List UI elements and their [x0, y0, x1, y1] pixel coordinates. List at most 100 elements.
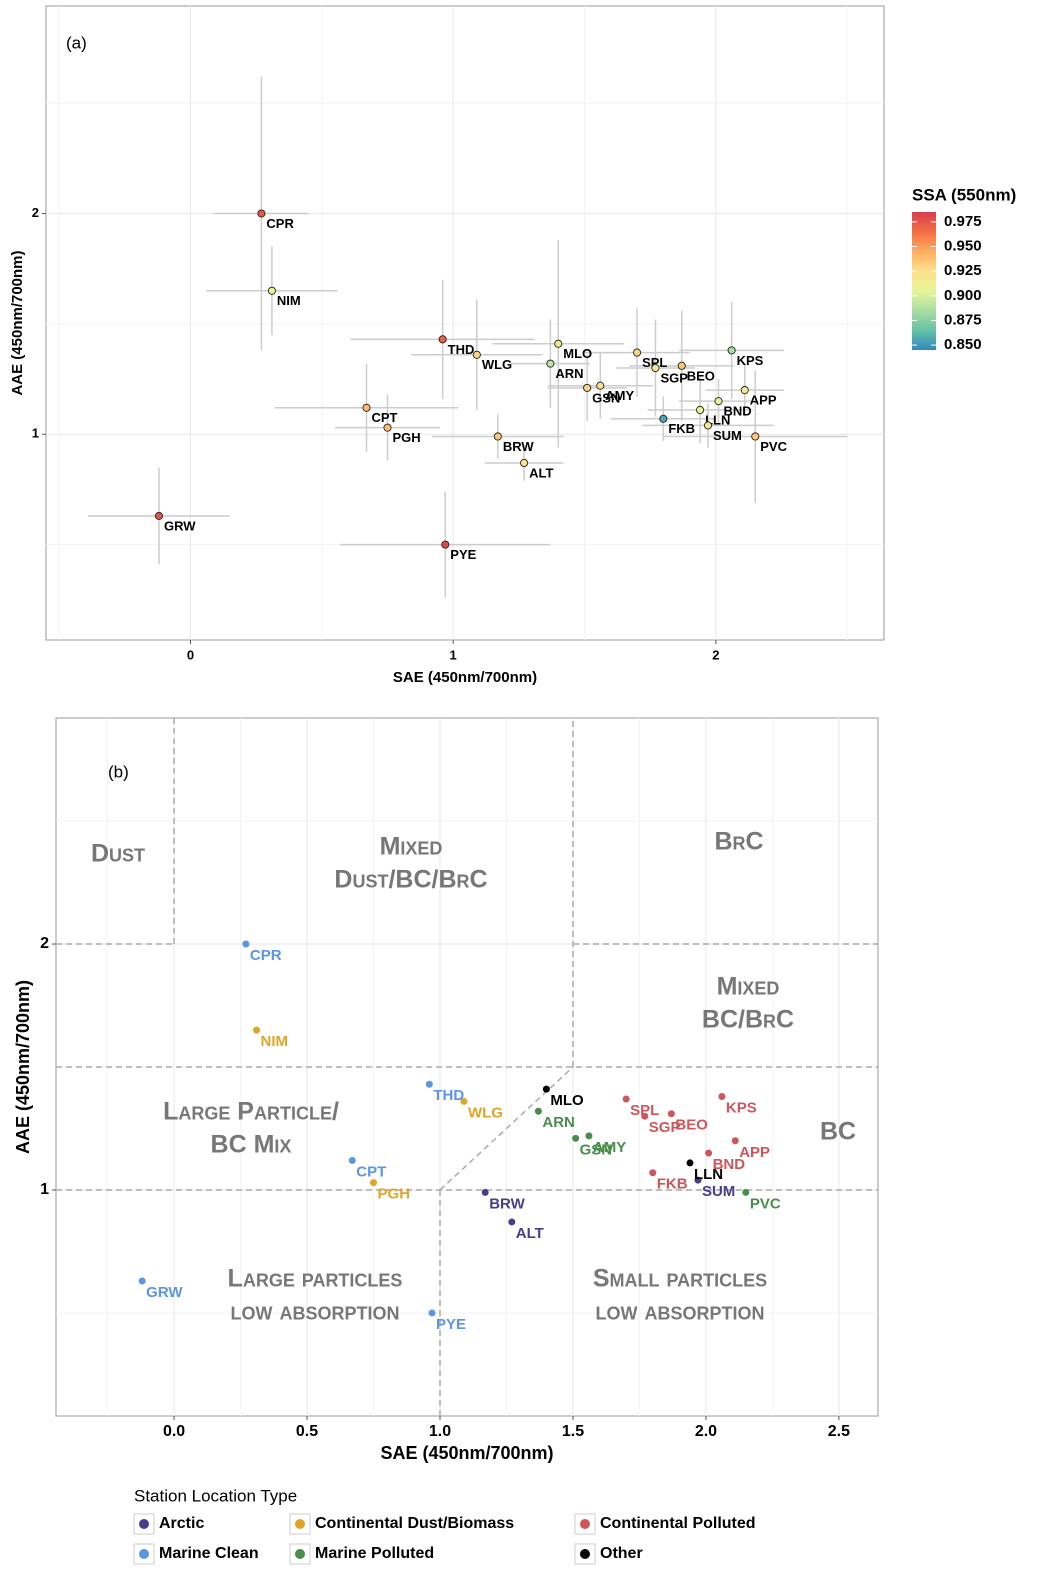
point — [138, 1277, 146, 1285]
point — [677, 361, 686, 370]
point — [583, 383, 592, 392]
point-label: NIM — [261, 1033, 289, 1050]
point — [546, 359, 555, 368]
point-label: PGH — [378, 1186, 411, 1203]
point — [383, 423, 392, 432]
point-label: ARN — [555, 366, 583, 381]
point — [731, 1137, 739, 1145]
colorbar-tick-label: 0.875 — [944, 311, 982, 328]
legend-marker — [580, 1519, 590, 1529]
point — [696, 405, 705, 415]
point — [641, 1112, 649, 1120]
point-label: THD — [448, 342, 475, 357]
point — [740, 386, 749, 395]
point-label: NIM — [277, 293, 301, 308]
point — [438, 335, 447, 344]
y-axis-title: AAE (450nm/700nm) — [13, 980, 33, 1154]
colorbar-tick-label: 0.950 — [944, 237, 982, 254]
point — [460, 1097, 468, 1105]
point-label: APP — [739, 1144, 770, 1161]
plot-area — [45, 5, 885, 641]
legend-marker — [139, 1519, 149, 1529]
point — [267, 286, 276, 295]
point-label: KPS — [726, 1099, 757, 1116]
point-label: GRW — [164, 518, 196, 533]
point-label: BRW — [503, 439, 535, 454]
point-label: PYE — [450, 547, 476, 562]
point-label: APP — [750, 393, 777, 408]
y-tick-label: 2 — [32, 205, 39, 220]
point-label: CPR — [250, 947, 282, 964]
legend-marker — [139, 1549, 149, 1559]
y-axis-title: AAE (450nm/700nm) — [9, 250, 26, 395]
point — [508, 1218, 516, 1226]
point-label: SPL — [630, 1102, 659, 1119]
legend-label: Marine Polluted — [315, 1545, 434, 1562]
point-label: CPT — [356, 1163, 386, 1180]
point — [659, 414, 668, 423]
point-label: SPL — [642, 355, 667, 370]
point-label: BND — [713, 1156, 746, 1173]
point-label: BRW — [489, 1195, 525, 1212]
panel-label: (b) — [108, 762, 129, 781]
point — [686, 1159, 694, 1167]
point — [622, 1095, 630, 1103]
point — [703, 421, 713, 430]
point — [348, 1156, 356, 1164]
colorbar-tick-label: 0.975 — [944, 213, 982, 230]
x-tick-label: 2 — [712, 647, 719, 662]
point — [585, 1132, 593, 1140]
point-label: SGP — [660, 370, 688, 385]
point — [694, 1176, 702, 1184]
legend-marker — [295, 1549, 305, 1559]
x-tick-label: 1.0 — [429, 1423, 451, 1440]
colorbar-tick-label: 0.850 — [944, 336, 982, 353]
legend-label: Other — [600, 1545, 643, 1562]
point — [370, 1179, 378, 1187]
panel-label: (a) — [66, 33, 87, 52]
y-tick-label: 1 — [40, 1181, 49, 1198]
point — [428, 1309, 436, 1317]
point-label: MLO — [563, 346, 592, 361]
point-label: FKB — [657, 1176, 688, 1193]
x-axis-title: SAE (450nm/700nm) — [393, 669, 537, 686]
point — [554, 339, 563, 348]
region-label: Large particles — [228, 1265, 403, 1293]
point-label: LLN — [694, 1166, 723, 1183]
point — [633, 348, 642, 357]
region-label: Small particles — [593, 1265, 767, 1293]
point — [362, 403, 371, 412]
point — [651, 363, 660, 373]
point — [472, 350, 481, 359]
point-label: WLG — [482, 357, 512, 372]
point-label: THD — [433, 1087, 464, 1104]
region-boundary — [439, 1066, 574, 1191]
legend-label: Continental Dust/Biomass — [315, 1515, 514, 1532]
legend-title: Station Location Type — [134, 1486, 297, 1505]
colorbar-tick-label: 0.925 — [944, 262, 982, 279]
region-label: Dust/BC/BrC — [334, 866, 487, 894]
point — [493, 432, 502, 441]
point — [242, 940, 250, 948]
point — [649, 1169, 657, 1177]
point-label: MLO — [550, 1092, 584, 1109]
point-label: CPT — [371, 410, 397, 425]
legend-label: Marine Clean — [159, 1545, 259, 1562]
legend-label: Continental Polluted — [600, 1515, 756, 1532]
region-label: BC Mix — [211, 1131, 292, 1159]
point-label: CPR — [266, 216, 294, 231]
point — [751, 432, 760, 441]
point — [714, 397, 723, 406]
point — [742, 1188, 750, 1196]
point-label: GRW — [146, 1284, 183, 1301]
point — [253, 1026, 261, 1034]
point — [727, 346, 736, 355]
point — [154, 511, 164, 520]
point-label: SUM — [702, 1183, 735, 1200]
point — [441, 540, 450, 549]
region-label: BrC — [714, 828, 763, 856]
region-label: low absorption — [596, 1298, 765, 1326]
point-label: PVC — [760, 439, 787, 454]
region-label: BC — [820, 1118, 856, 1146]
